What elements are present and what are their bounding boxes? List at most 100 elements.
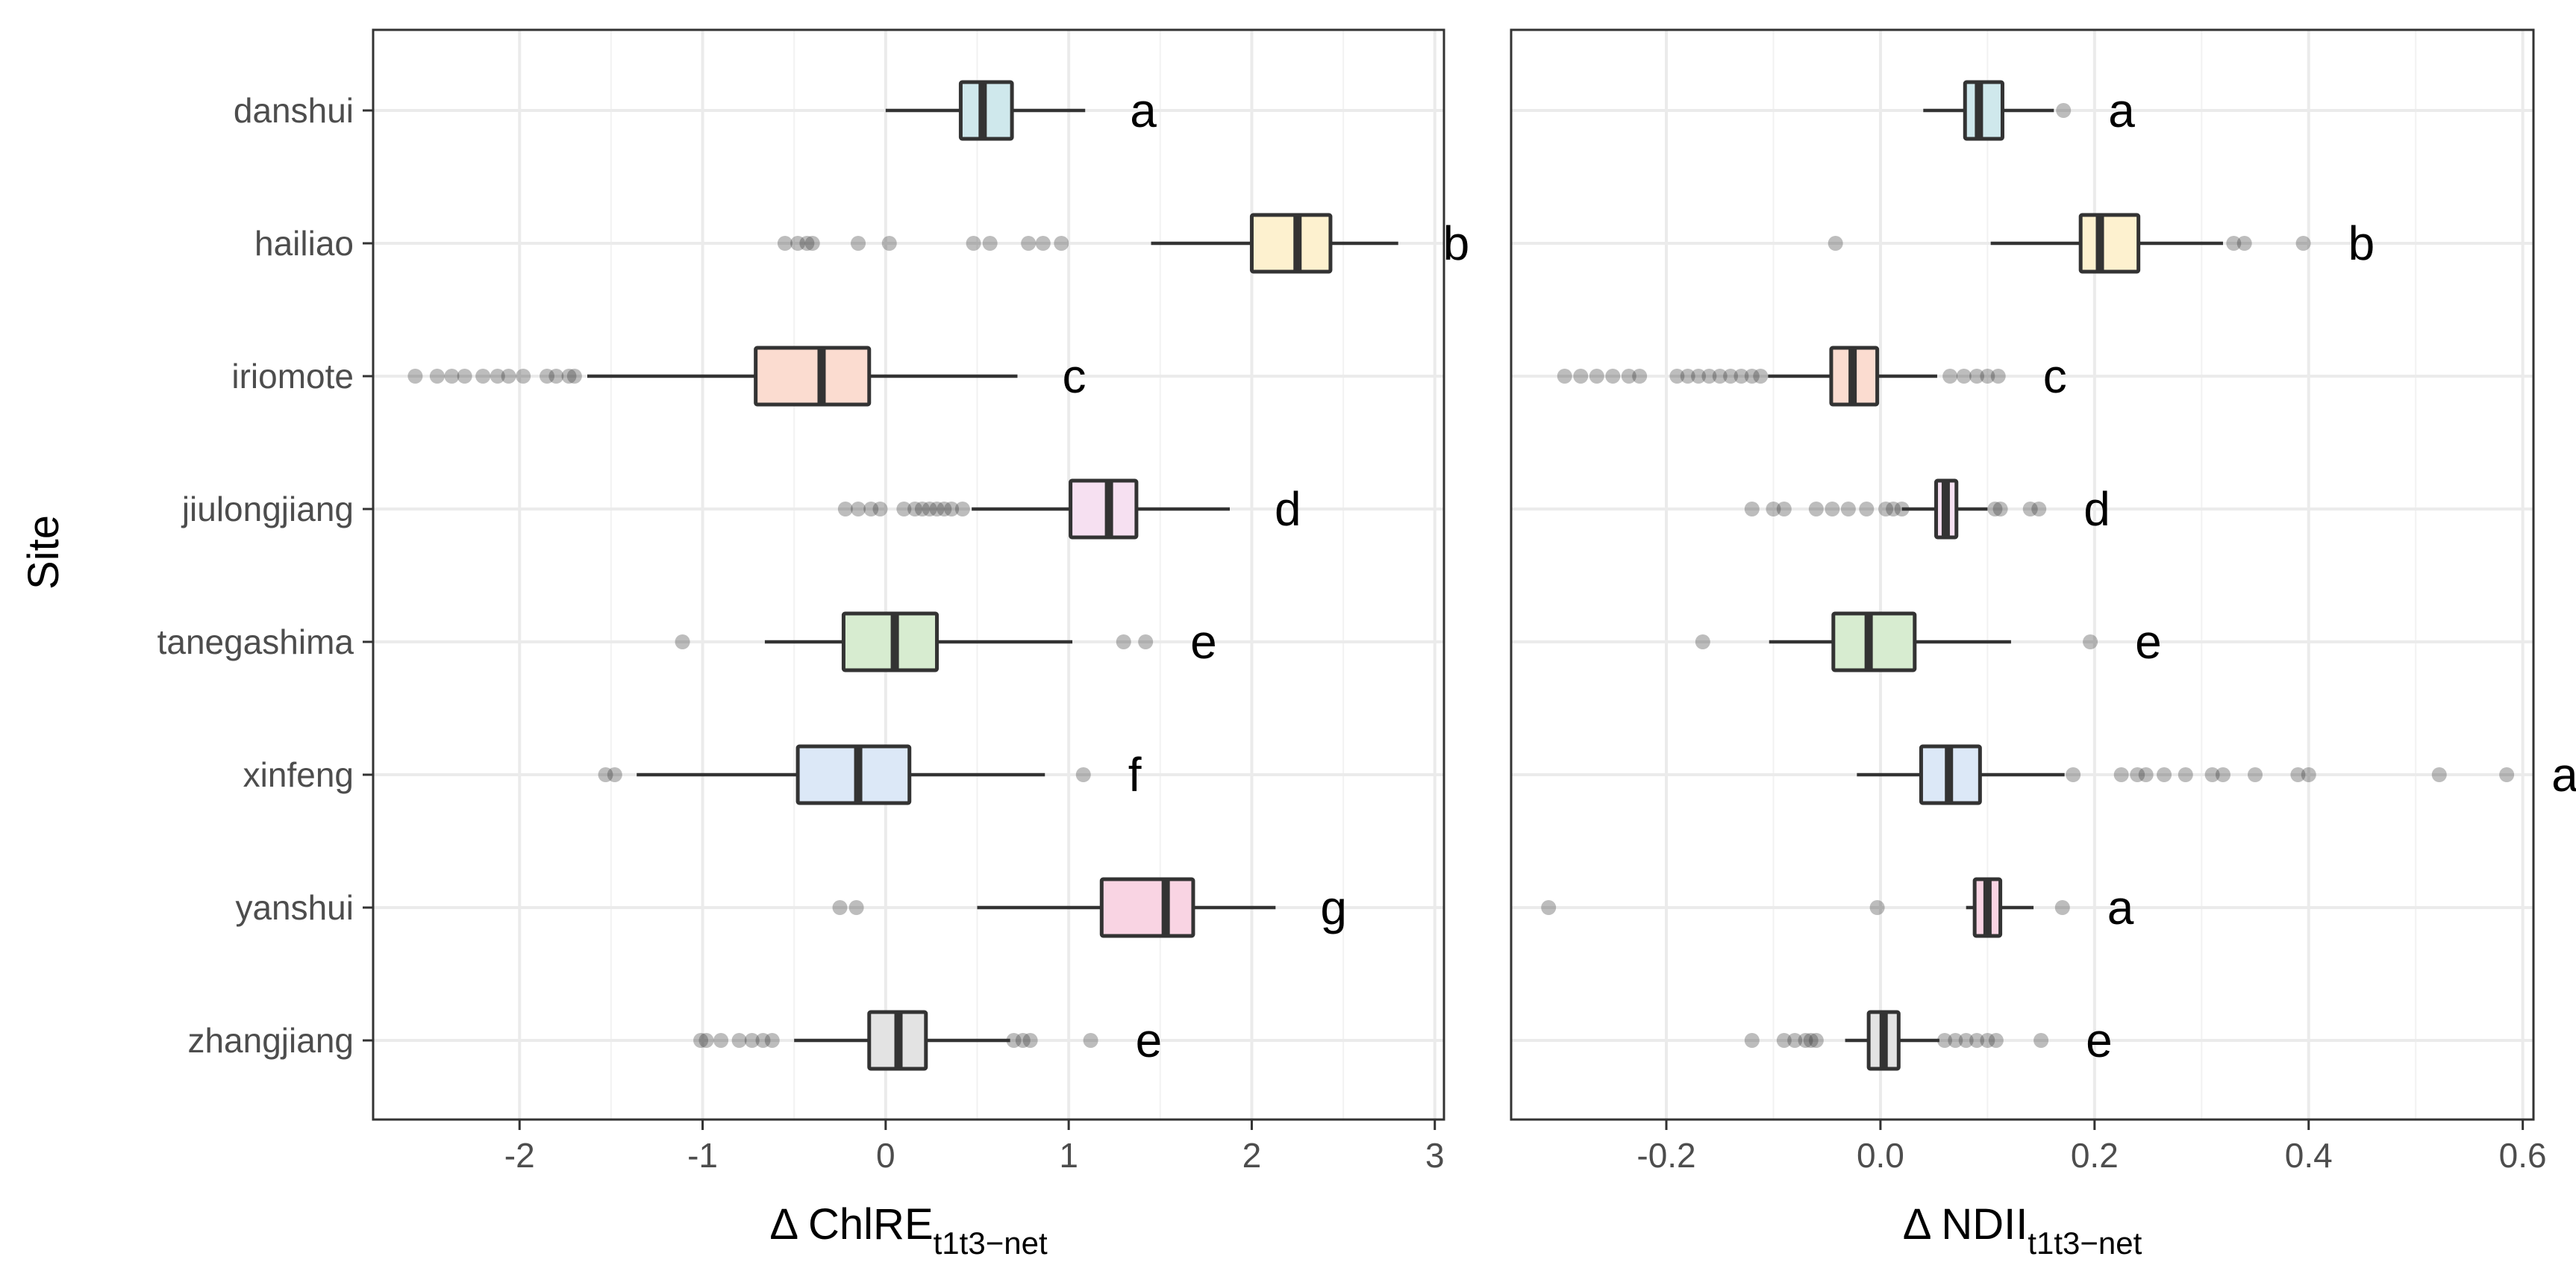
outlier-point — [1803, 1033, 1819, 1048]
outlier-point — [1573, 369, 1589, 384]
outlier-point — [2178, 767, 2193, 782]
outlier-point — [731, 1033, 747, 1048]
box-group-ndii-zhangjiang: e — [1744, 1010, 2113, 1071]
outlier-point — [1992, 502, 2008, 516]
significance-letter: d — [1275, 482, 1301, 536]
outlier-point — [516, 369, 531, 384]
box-group-chlre-hailiao: b — [777, 213, 1469, 274]
x-tick-label: 2 — [1242, 1136, 1262, 1175]
outlier-point — [1958, 1033, 1974, 1048]
outlier-point — [848, 900, 864, 915]
outlier-point — [2066, 767, 2081, 782]
outlier-point — [1557, 369, 1572, 384]
outlier-point — [501, 369, 516, 384]
significance-letter: e — [2135, 615, 2162, 669]
outlier-point — [863, 502, 879, 516]
outlier-point — [675, 634, 690, 649]
outlier-point — [2248, 767, 2263, 782]
y-axis-title: Site — [19, 515, 68, 590]
iqr-box — [1099, 877, 1195, 938]
x-tick-label: 0.2 — [2071, 1136, 2119, 1175]
outlier-point — [922, 502, 937, 516]
outlier-point — [881, 236, 897, 251]
x-tick-label: -1 — [687, 1136, 718, 1175]
x-tick-label: 0.6 — [2499, 1136, 2547, 1175]
outlier-point — [2138, 767, 2154, 782]
outlier-point — [2215, 767, 2230, 782]
outlier-point — [2054, 900, 2070, 915]
outlier-point — [954, 502, 970, 516]
outlier-point — [764, 1033, 780, 1048]
outlier-point — [1798, 1033, 1813, 1048]
outlier-point — [607, 767, 622, 782]
x-axis-title-ndii: Δ NDIIt1t3−net — [1903, 1200, 2142, 1261]
outlier-point — [1808, 502, 1824, 516]
outlier-point — [2301, 767, 2316, 782]
outlier-point — [1988, 1033, 2004, 1048]
x-tick-label: -0.2 — [1636, 1136, 1695, 1175]
outlier-point — [698, 1033, 714, 1048]
outlier-point — [1083, 1033, 1098, 1048]
outlier-point — [851, 502, 866, 516]
outlier-point — [1075, 767, 1091, 782]
outlier-point — [1006, 1033, 1022, 1048]
box-group-ndii-xinfeng: a — [1857, 744, 2576, 805]
outlier-point — [929, 502, 945, 516]
x-tick-label: 1 — [1059, 1136, 1078, 1175]
x-tick-label: 3 — [1425, 1136, 1445, 1175]
outlier-point — [444, 369, 460, 384]
outlier-point — [2499, 767, 2515, 782]
site-label-yanshui: yanshui — [235, 888, 354, 927]
outlier-point — [755, 1033, 771, 1048]
outlier-point — [2295, 236, 2311, 251]
x-axis-ndii: -0.2 0.0 0.2 0.4 0.6 Δ NDIIt1t3−net — [1636, 1120, 2547, 1261]
box-group-chlre-xinfeng: f — [598, 744, 1142, 805]
outlier-point — [744, 1033, 760, 1048]
x-tick-label: 0.0 — [1857, 1136, 1904, 1175]
outlier-point — [2033, 1033, 2049, 1048]
outlier-point — [832, 900, 848, 915]
iqr-box — [1249, 213, 1333, 274]
outlier-point — [1680, 369, 1695, 384]
outlier-point — [1840, 502, 1856, 516]
outlier-point — [1980, 1033, 1995, 1048]
x-axis-chlre: -2 -1 0 1 2 3 Δ ChlREt1t3−net — [504, 1120, 1445, 1261]
site-label-hailiao: hailiao — [254, 224, 354, 263]
site-label-iriomote: iriomote — [231, 357, 354, 396]
outlier-point — [713, 1033, 729, 1048]
outlier-point — [837, 502, 853, 516]
box-group-ndii-jiulongjiang: d — [1744, 478, 2110, 540]
outlier-point — [790, 236, 806, 251]
significance-letter: g — [1320, 881, 1347, 934]
outlier-point — [1825, 502, 1840, 516]
outlier-point — [944, 502, 960, 516]
significance-letter: a — [1130, 84, 1157, 137]
outlier-point — [914, 502, 930, 516]
outlier-point — [2157, 767, 2172, 782]
outlier-point — [1766, 502, 1781, 516]
significance-letter: a — [2108, 84, 2135, 137]
box-group-chlre-yanshui: g — [832, 877, 1347, 938]
outlier-point — [2226, 236, 2242, 251]
outlier-point — [1723, 369, 1739, 384]
box-group-ndii-hailiao: b — [1828, 213, 2375, 274]
outlier-point — [1744, 369, 1760, 384]
box-group-chlre-tanegashima: e — [675, 611, 1217, 672]
outlier-point — [2290, 767, 2306, 782]
panel-border-ndii — [1510, 28, 2535, 1121]
outlier-point — [896, 502, 912, 516]
y-axis: Site danshui hailiao iriomote jiulongjiang t… — [19, 91, 373, 1060]
outlier-point — [1605, 369, 1621, 384]
iqr-box — [1963, 80, 2004, 141]
iqr-box — [2078, 213, 2141, 274]
significance-letter: c — [1062, 349, 1086, 403]
outlier-point — [1669, 369, 1685, 384]
outlier-point — [1869, 900, 1885, 915]
significance-letter: e — [1136, 1014, 1163, 1067]
outlier-point — [777, 236, 793, 251]
outlier-point — [907, 502, 923, 516]
significance-letter: d — [2083, 482, 2110, 536]
outlier-point — [490, 369, 505, 384]
outlier-point — [1734, 369, 1749, 384]
